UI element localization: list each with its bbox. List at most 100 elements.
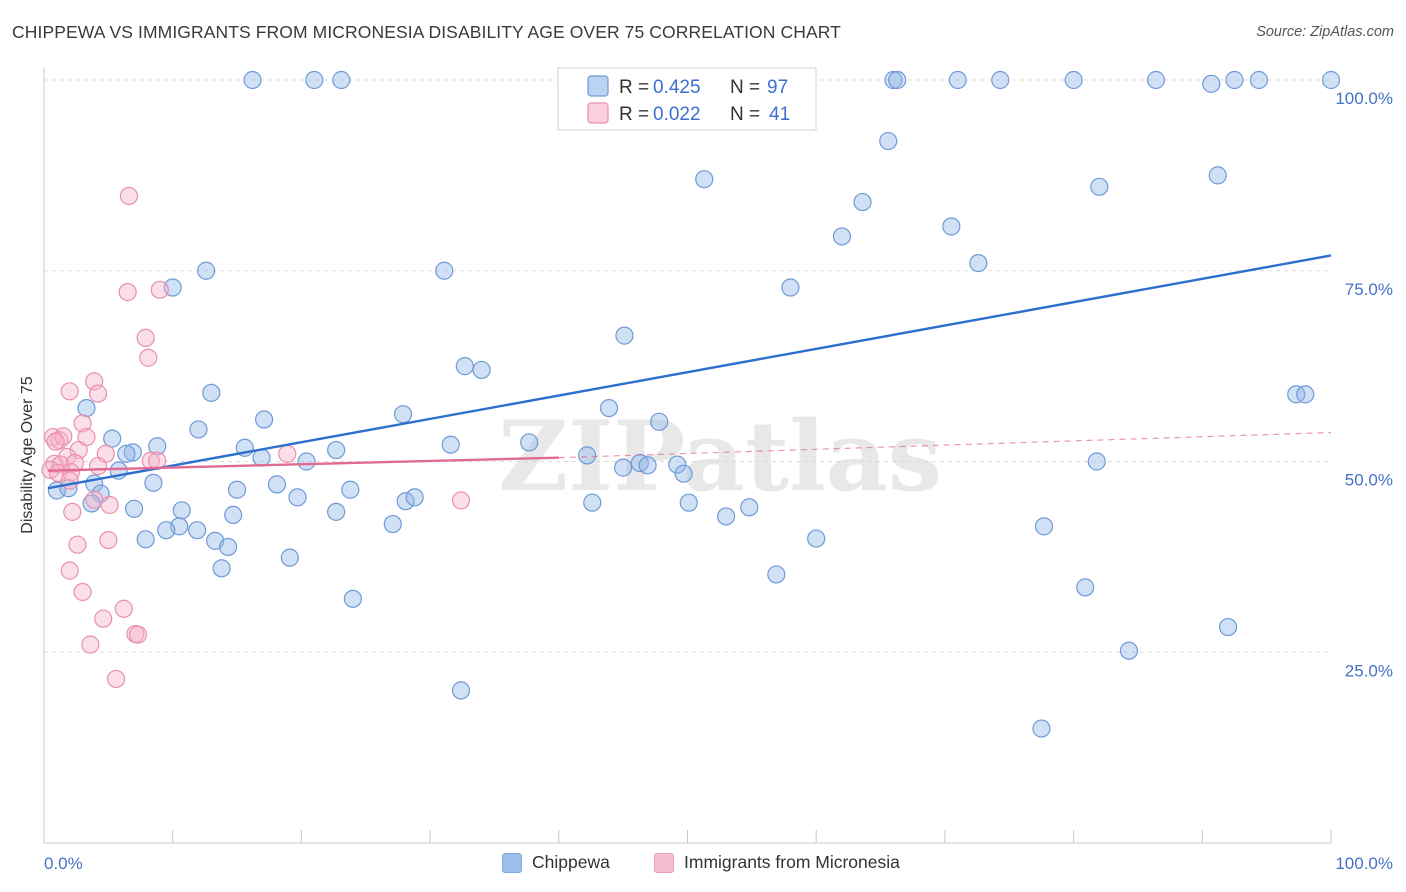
chippewa-point: [969, 254, 988, 273]
micronesia-point: [65, 453, 84, 473]
chippewa-point: [674, 464, 693, 483]
chippewa-point: [1296, 385, 1315, 404]
series-legend: Chippewa Immigrants from Micronesia: [0, 852, 1406, 878]
chippewa-point: [638, 456, 657, 475]
chippewa-point: [254, 410, 274, 429]
chippewa-point: [614, 458, 633, 477]
chart-title: CHIPPEWA VS IMMIGRANTS FROM MICRONESIA D…: [12, 22, 841, 42]
legend-r-label-micronesia: R =: [619, 104, 649, 125]
chippewa-point: [157, 521, 176, 540]
chippewa-point: [393, 405, 413, 424]
chippewa-point: [227, 480, 247, 499]
chippewa-point: [172, 501, 191, 520]
chippewa-point: [455, 357, 474, 376]
legend-n-label-micronesia: N =: [730, 104, 760, 125]
micronesia-trend-extension: [558, 431, 1332, 459]
watermark: ZIPatlas: [498, 400, 942, 513]
x-tick-label: 100.0%: [1335, 854, 1393, 873]
chippewa-trend-line: [47, 254, 1332, 490]
legend-n-label-chippewa: N =: [730, 77, 760, 98]
chippewa-point: [197, 261, 216, 280]
micronesia-point: [81, 635, 100, 654]
legend-r-value-micronesia: 0.022: [653, 104, 701, 125]
chippewa-point: [212, 559, 231, 578]
chippewa-point: [578, 446, 597, 465]
chippewa-point: [332, 70, 351, 90]
chippewa-point: [77, 398, 96, 418]
chippewa-point: [124, 499, 144, 518]
chippewa-point: [327, 502, 346, 521]
legend-n-value-chippewa: 97: [767, 77, 788, 98]
chippewa-point: [383, 514, 402, 534]
chippewa-point: [188, 521, 207, 540]
chippewa-point: [441, 435, 460, 454]
chippewa-point: [781, 278, 800, 297]
micronesia-point: [99, 530, 118, 550]
y-tick-label: 75.0%: [1345, 280, 1393, 299]
chippewa-point: [807, 529, 826, 548]
micronesia-point: [150, 280, 169, 299]
chippewa-point: [280, 548, 299, 567]
chippewa-point: [243, 70, 262, 90]
micronesia-point: [68, 535, 87, 554]
chippewa-point: [451, 681, 471, 700]
chippewa-point: [1119, 641, 1139, 660]
y-tick-label: 25.0%: [1345, 661, 1393, 680]
chippewa-point: [879, 131, 898, 151]
legend-r-value-chippewa: 0.425: [653, 77, 701, 98]
series-label-micronesia: Immigrants from Micronesia: [684, 852, 900, 872]
micronesia-point: [46, 432, 65, 451]
chippewa-point: [396, 492, 415, 511]
micronesia-point: [63, 502, 82, 521]
micronesia-point: [119, 186, 139, 206]
legend-swatch-chippewa: [587, 75, 609, 97]
series-legend-item-micronesia: Immigrants from Micronesia: [654, 852, 900, 873]
micronesia-point: [278, 444, 297, 463]
y-tick-label: 50.0%: [1345, 471, 1393, 490]
micronesia-point: [60, 382, 79, 401]
gridlines: [44, 79, 1331, 653]
chippewa-point: [1087, 452, 1106, 471]
y-tick-label: 100.0%: [1335, 89, 1393, 108]
chippewa-point: [405, 488, 424, 507]
chippewa-point: [1208, 166, 1227, 185]
chippewa-point: [832, 227, 852, 246]
chippewa-point: [1202, 74, 1221, 93]
legend-n-value-micronesia: 41: [769, 104, 790, 125]
micronesia-point: [94, 609, 113, 628]
chippewa-point: [695, 170, 714, 189]
micronesia-trend-line: [47, 456, 559, 472]
micronesia-point: [128, 625, 148, 644]
chippewa-point: [1321, 70, 1341, 90]
chippewa-point: [948, 70, 967, 90]
chippewa-point: [740, 498, 759, 517]
micronesia-point: [106, 669, 126, 689]
micronesia-point: [139, 348, 158, 367]
chippewa-point: [520, 433, 539, 452]
x-tick-labels: 0.0% 100.0%: [44, 854, 1393, 873]
legend-swatch-micronesia: [587, 102, 609, 124]
chippewa-point: [679, 493, 698, 512]
series-label-chippewa: Chippewa: [532, 852, 610, 872]
chippewa-point: [888, 70, 907, 90]
chippewa-point: [991, 70, 1010, 90]
chippewa-point: [202, 383, 221, 402]
micronesia-point: [136, 328, 155, 347]
chippewa-point: [297, 452, 316, 471]
chippewa-point: [615, 326, 634, 345]
micronesia-point: [88, 384, 108, 403]
chippewa-point: [1146, 70, 1166, 90]
chippewa-point: [583, 493, 602, 512]
chippewa-point: [1249, 70, 1269, 90]
chippewa-point: [305, 70, 324, 90]
chippewa-point: [1076, 578, 1095, 597]
chippewa-point: [343, 589, 362, 608]
chippewa-point: [1218, 617, 1238, 637]
micronesia-point: [100, 495, 119, 515]
chippewa-point: [123, 443, 142, 462]
chippewa-point: [884, 70, 903, 90]
legend-r-label-chippewa: R =: [619, 77, 649, 98]
data-points: [41, 70, 1341, 738]
chippewa-point: [853, 192, 872, 212]
trend-lines: [47, 254, 1332, 490]
